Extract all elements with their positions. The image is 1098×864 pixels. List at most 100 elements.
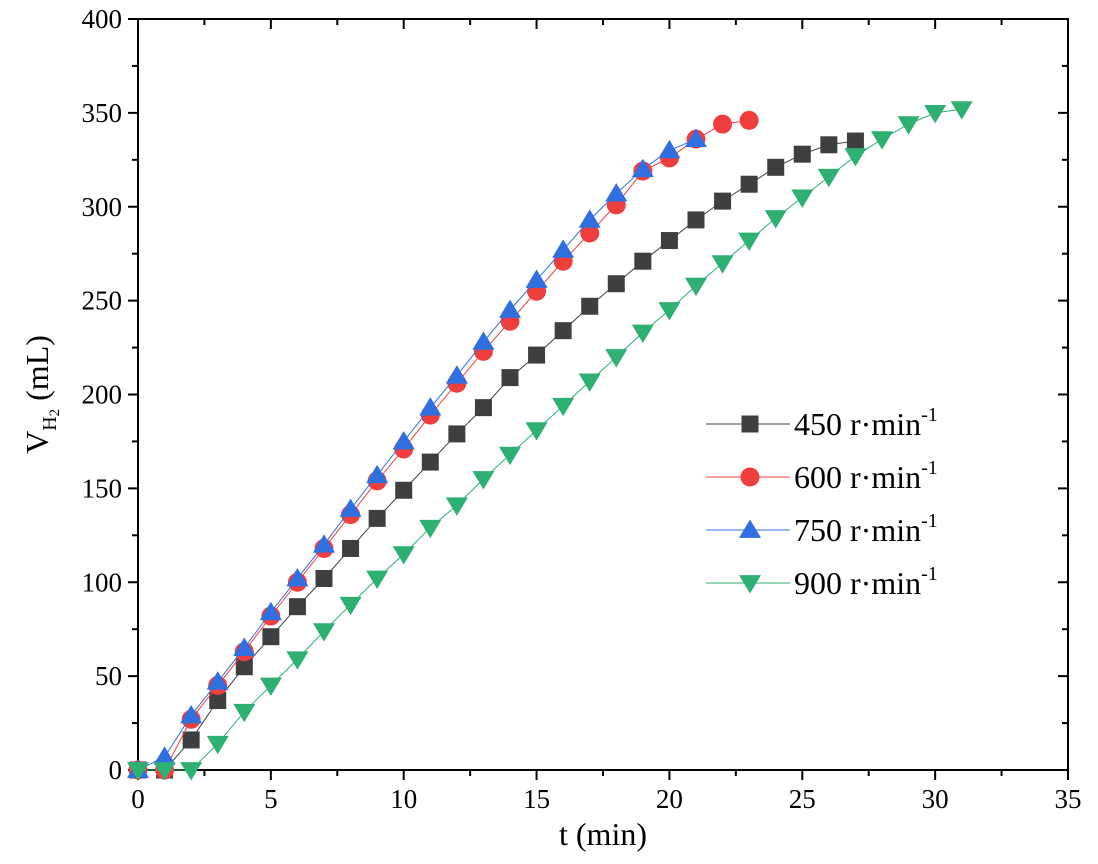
legend-marker: [738, 575, 762, 594]
data-point: [634, 252, 652, 270]
data-point: [605, 183, 628, 202]
data-point: [846, 132, 864, 150]
data-point: [339, 596, 362, 616]
data-point: [421, 453, 439, 471]
data-point: [738, 232, 761, 252]
data-point: [684, 277, 708, 297]
y-tick-label: 150: [82, 473, 123, 503]
legend-marker: [738, 519, 762, 538]
data-point: [554, 322, 572, 340]
data-point: [180, 762, 203, 781]
legend-label-superscript: -1: [921, 563, 938, 585]
data-point: [262, 628, 280, 646]
data-point: [552, 397, 575, 417]
data-point: [658, 302, 681, 321]
y-tick-label: 400: [82, 4, 123, 34]
data-point: [235, 658, 253, 676]
series-line: [137, 138, 697, 771]
data-point: [339, 498, 362, 517]
data-point: [740, 175, 758, 193]
legend-label-text: 450 r·min: [794, 406, 921, 442]
series-line: [138, 119, 750, 771]
legend-entry: 900 r·min-1: [706, 563, 938, 601]
data-point: [817, 168, 840, 188]
data-point: [660, 232, 678, 250]
series-group: [129, 132, 864, 779]
legend-entry: 600 r·min-1: [706, 457, 938, 495]
data-point: [126, 762, 150, 781]
legend-marker: [740, 467, 760, 487]
data-point: [844, 148, 867, 167]
data-point: [233, 637, 256, 656]
data-point: [684, 128, 708, 148]
data-point: [153, 762, 176, 781]
y-tick-label: 200: [82, 380, 123, 410]
data-point: [259, 677, 282, 697]
data-point: [791, 189, 814, 208]
data-point: [395, 481, 413, 499]
data-point: [312, 534, 336, 553]
data-point: [182, 731, 200, 749]
series-group: [128, 110, 759, 780]
series-line: [138, 140, 856, 771]
data-point: [501, 369, 519, 387]
y-tick-label: 100: [82, 567, 123, 597]
data-point: [714, 192, 732, 210]
legend-entry: 450 r·min-1: [706, 404, 938, 442]
x-tick-label: 20: [656, 784, 683, 814]
series-group: [126, 128, 708, 778]
data-point: [206, 735, 229, 755]
series-layer: [126, 101, 973, 781]
data-point: [924, 105, 947, 124]
y-tick-label: 350: [82, 98, 123, 128]
legend-label: 750 r·min-1: [794, 510, 938, 548]
data-point: [342, 539, 360, 557]
data-point: [286, 651, 309, 670]
legend-label-superscript: -1: [921, 510, 938, 532]
legend-marker: [741, 415, 759, 433]
data-point: [474, 399, 492, 417]
data-point: [552, 239, 575, 258]
y-tick-label: 250: [82, 286, 123, 316]
y-axis-title-main: V: [19, 431, 55, 454]
data-point: [448, 425, 466, 443]
data-point: [605, 349, 628, 368]
y-axis: 0 50 100 150 200 250 300 350 400: [82, 4, 1068, 785]
y-axis-title-subscript: H: [39, 416, 61, 430]
data-point: [658, 139, 681, 159]
data-point: [528, 346, 546, 364]
data-point: [498, 299, 522, 318]
data-point: [209, 692, 227, 710]
data-point: [631, 158, 654, 178]
y-axis-title-subsubscript: 2: [47, 409, 63, 417]
data-point: [870, 131, 894, 150]
legend-label-text: 900 r·min: [794, 565, 921, 601]
data-point: [793, 145, 811, 163]
data-point: [498, 446, 522, 466]
data-point: [206, 671, 229, 690]
y-axis-title-unit: (mL): [19, 335, 55, 409]
legend-label-superscript: -1: [921, 457, 938, 479]
y-tick-label: 50: [95, 661, 122, 691]
y-tick-label: 300: [82, 192, 123, 222]
data-point: [687, 211, 705, 229]
y-axis-title: VH2 (mL): [19, 335, 63, 454]
data-point: [315, 569, 333, 587]
data-point: [950, 101, 973, 120]
data-point: [580, 223, 600, 243]
plot-frame: [137, 18, 1069, 771]
x-axis-title: t (min): [559, 816, 647, 852]
legend-label-text: 750 r·min: [794, 512, 921, 548]
data-point: [259, 601, 282, 621]
data-point: [392, 430, 415, 450]
data-point: [581, 297, 599, 315]
data-point: [578, 209, 601, 228]
data-point: [366, 570, 389, 589]
data-point: [392, 546, 415, 565]
data-point: [366, 464, 389, 484]
data-point: [312, 623, 336, 642]
x-axis: 0 5 10 15 20 25 30 35: [131, 19, 1082, 814]
data-point: [897, 116, 920, 135]
legend-label: 600 r·min-1: [794, 457, 938, 495]
